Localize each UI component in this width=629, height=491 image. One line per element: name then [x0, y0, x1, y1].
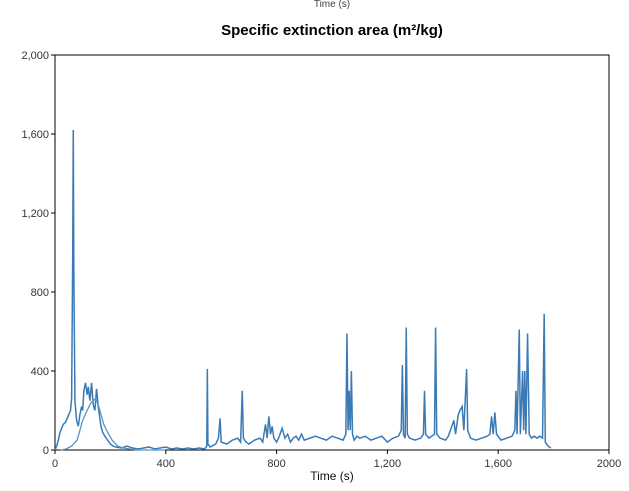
- y-tick-label: 800: [31, 287, 49, 299]
- series-line-2: [60, 397, 166, 451]
- cropped-header-label: Time (s): [314, 0, 350, 10]
- series-layer: [54, 130, 552, 451]
- x-tick-label: 1,200: [374, 458, 402, 470]
- plot-area: [54, 54, 610, 451]
- x-axis-label: Time (s): [310, 469, 354, 483]
- chart-title: Specific extinction area (m²/kg): [221, 22, 443, 39]
- x-tick-label: 0: [52, 458, 58, 470]
- tick-layer: 0 400 800 1,200 1,600 2000 0 400 800 1,200 1,600 2,…: [21, 50, 621, 470]
- x-tick-label: 800: [267, 458, 285, 470]
- y-tick-label: 1,200: [21, 208, 49, 220]
- x-tick-label: 1,600: [484, 458, 512, 470]
- y-tick-label: 0: [43, 445, 49, 457]
- x-tick-label: 400: [157, 458, 175, 470]
- x-tick-label: 2000: [597, 458, 621, 470]
- y-tick-label: 400: [31, 366, 49, 378]
- series-line-1: [54, 130, 552, 451]
- y-tick-label: 1,600: [21, 129, 49, 141]
- y-tick-label: 2,000: [21, 50, 49, 62]
